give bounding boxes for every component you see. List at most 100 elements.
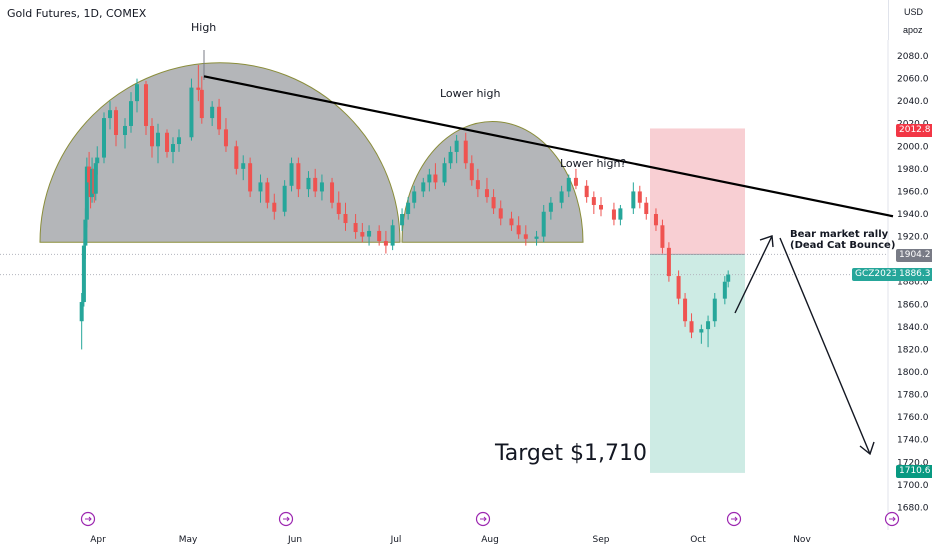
candle-body xyxy=(129,101,133,126)
y-tick-label: 1880.0 xyxy=(897,278,929,288)
candle-body xyxy=(360,232,365,237)
candle-body xyxy=(516,225,521,235)
candle-body xyxy=(631,191,636,209)
y-tick-label: 2080.0 xyxy=(897,52,929,62)
y-tick-label: 1920.0 xyxy=(897,233,929,243)
candle-body xyxy=(448,151,453,164)
candle-body xyxy=(367,230,372,237)
candle-body xyxy=(353,223,358,233)
y-tick-label: 1800.0 xyxy=(897,368,929,378)
candle-body xyxy=(726,274,731,282)
candle-body xyxy=(282,185,287,212)
candle-body xyxy=(171,144,175,152)
candle-body xyxy=(81,245,86,303)
stop-loss-zone[interactable] xyxy=(650,128,745,255)
candle-body xyxy=(306,177,311,190)
candle-body xyxy=(383,241,388,246)
candle-body xyxy=(611,209,616,220)
ticker-badge: GCZ2023 xyxy=(852,268,901,281)
candle-body xyxy=(196,87,201,90)
candle-body xyxy=(150,125,154,147)
y-tick-label: 1680.0 xyxy=(897,503,929,513)
candle-body xyxy=(289,163,294,186)
drop-arrow[interactable] xyxy=(779,237,871,455)
candle-body xyxy=(427,174,432,183)
candle-body xyxy=(87,166,92,183)
candle-body xyxy=(666,247,671,277)
trendline[interactable] xyxy=(203,75,894,218)
candle-body xyxy=(706,321,711,330)
bounce-arrow[interactable] xyxy=(734,235,773,314)
event-icon-glyph xyxy=(889,516,896,522)
dead-cat-label: (Dead Cat Bounce) xyxy=(790,240,896,251)
candle-body xyxy=(498,208,503,219)
candle-body xyxy=(114,110,118,136)
take-profit-zone[interactable] xyxy=(650,254,745,473)
candle-body xyxy=(156,132,160,147)
last-price-badge: 1886.3 xyxy=(896,268,932,281)
candle-body xyxy=(377,230,382,242)
y-tick-label: 1700.0 xyxy=(897,481,929,491)
candle-body xyxy=(343,214,348,224)
candle-body xyxy=(336,202,341,215)
scale-mode-label[interactable]: apoz xyxy=(903,25,923,35)
candle-body xyxy=(412,191,417,203)
candle-body xyxy=(509,218,514,226)
y-tick-label: 1760.0 xyxy=(897,413,929,423)
y-tick-label: 1960.0 xyxy=(897,187,929,197)
event-icon-glyph xyxy=(85,516,92,522)
candle-body xyxy=(93,163,98,194)
right-shoulder-arc[interactable] xyxy=(401,120,584,243)
candle-body xyxy=(722,281,727,299)
currency-label[interactable]: USD xyxy=(904,7,924,17)
candle-body xyxy=(390,225,395,246)
candle-body xyxy=(653,214,658,226)
candle-body xyxy=(84,166,89,220)
y-tick-label: 2040.0 xyxy=(897,97,929,107)
bounce-arrowhead xyxy=(759,235,774,248)
y-tick-label: 1980.0 xyxy=(897,165,929,175)
candle-body xyxy=(599,204,603,210)
x-tick-label: Apr xyxy=(90,535,106,545)
x-tick-label: Nov xyxy=(793,535,811,545)
candle-body xyxy=(463,140,468,164)
candle-body xyxy=(189,87,194,138)
candle-body xyxy=(90,168,95,198)
entry-price-badge: 1904.2 xyxy=(896,249,932,262)
y-tick-label: 1820.0 xyxy=(897,345,929,355)
candle-body xyxy=(699,329,704,333)
candle-body xyxy=(683,298,688,322)
candle-body xyxy=(258,182,263,192)
candle-body xyxy=(241,163,246,169)
candle-body xyxy=(223,129,228,147)
event-icon-glyph xyxy=(731,516,738,522)
y-tick-label: 1720.0 xyxy=(897,458,929,468)
candle-body xyxy=(421,182,426,192)
x-tick-label: May xyxy=(179,535,198,545)
y-tick-label: 1740.0 xyxy=(897,436,929,446)
candle-body xyxy=(95,157,100,164)
candle-body xyxy=(210,106,215,119)
candle-body xyxy=(319,182,324,192)
candle-body xyxy=(712,298,717,322)
candle-body xyxy=(123,125,127,136)
candle-body xyxy=(644,202,649,215)
candle-body xyxy=(573,177,578,186)
candle-body xyxy=(400,214,405,226)
candle-body xyxy=(313,177,318,192)
y-tick-label: 1840.0 xyxy=(897,323,929,333)
candle-body xyxy=(135,84,139,102)
candle-body xyxy=(272,202,277,212)
annotation-high: High xyxy=(191,21,217,34)
candle-body xyxy=(660,225,665,248)
candle-body xyxy=(83,219,88,246)
symbol-title: Gold Futures, 1D, COMEX xyxy=(7,7,147,20)
candle-body xyxy=(102,118,106,158)
candle-body xyxy=(79,302,84,322)
annotation-lower-high: Lower high xyxy=(440,87,501,100)
candle-body xyxy=(541,211,546,237)
price-axis-header xyxy=(888,0,932,40)
candle-body xyxy=(199,89,204,119)
